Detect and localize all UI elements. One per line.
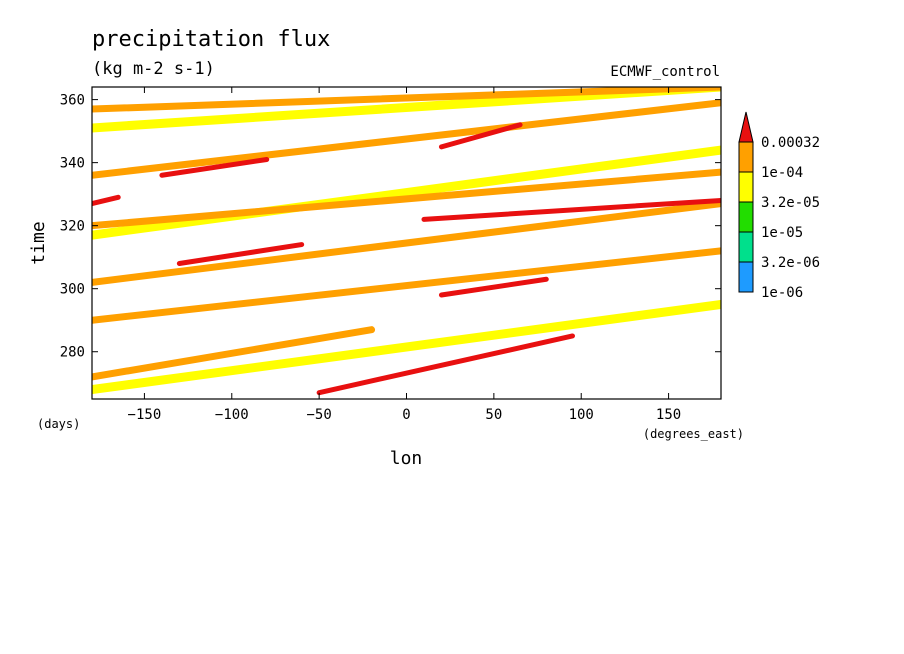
y-axis-units: (days) xyxy=(37,417,80,431)
precip-band-1 xyxy=(92,299,721,395)
precip-band-12 xyxy=(159,156,270,178)
x-axis-ticks: −150 −100 −50 0 50 100 150 xyxy=(128,87,681,423)
x-axis-units: (degrees_east) xyxy=(643,427,744,441)
colorbar-extend-arrow xyxy=(738,111,754,143)
precip-band-8 xyxy=(92,145,721,240)
colorbar: 1e-06 3.2e-06 1e-05 3.2e-05 1e-04 0.00032 xyxy=(738,111,820,301)
colorbar-segment-1 xyxy=(738,231,754,263)
precip-band-15 xyxy=(92,87,721,113)
x-tick-label: −50 xyxy=(306,407,331,423)
colorbar-label: 3.2e-06 xyxy=(761,255,820,271)
x-tick-label: 100 xyxy=(569,407,594,423)
precip-band-11 xyxy=(92,99,721,179)
colorbar-segment-0 xyxy=(738,261,754,293)
x-tick-label: 0 xyxy=(402,407,410,423)
precip-band-0 xyxy=(92,326,376,381)
y-tick-label: 320 xyxy=(60,219,85,235)
y-tick-label: 340 xyxy=(60,156,85,172)
x-tick-label: 50 xyxy=(485,407,502,423)
precip-band-7 xyxy=(421,197,721,222)
colorbar-segment-2 xyxy=(738,201,754,233)
precipitation-bands xyxy=(92,87,721,396)
chart-title: precipitation flux xyxy=(92,27,330,52)
x-tick-label: −100 xyxy=(215,407,249,423)
y-axis-ticks: 280 300 320 340 360 xyxy=(60,93,721,361)
chart-units: (kg m-2 s-1) xyxy=(92,59,215,79)
y-tick-label: 360 xyxy=(60,93,85,109)
precip-band-9 xyxy=(92,168,721,230)
colorbar-segment-4 xyxy=(738,141,754,173)
y-axis-label: time xyxy=(28,221,49,264)
source-label: ECMWF_control xyxy=(610,64,720,80)
colorbar-label: 1e-05 xyxy=(761,225,803,241)
precip-band-5 xyxy=(92,200,721,286)
x-tick-label: 150 xyxy=(656,407,681,423)
y-tick-label: 280 xyxy=(60,345,85,361)
precip-band-2 xyxy=(316,333,575,396)
x-axis-label: lon xyxy=(390,448,423,469)
precip-band-10 xyxy=(92,194,121,207)
x-tick-label: −150 xyxy=(128,407,162,423)
precip-band-4 xyxy=(438,276,549,298)
precip-band-6 xyxy=(176,242,305,266)
colorbar-label: 3.2e-05 xyxy=(761,195,820,211)
y-tick-label: 300 xyxy=(60,282,85,298)
colorbar-label: 1e-06 xyxy=(761,285,803,301)
precip-band-13 xyxy=(438,122,523,150)
colorbar-label: 1e-04 xyxy=(761,165,803,181)
colorbar-label: 0.00032 xyxy=(761,135,820,151)
precip-band-3 xyxy=(92,247,721,324)
colorbar-segment-3 xyxy=(738,171,754,203)
